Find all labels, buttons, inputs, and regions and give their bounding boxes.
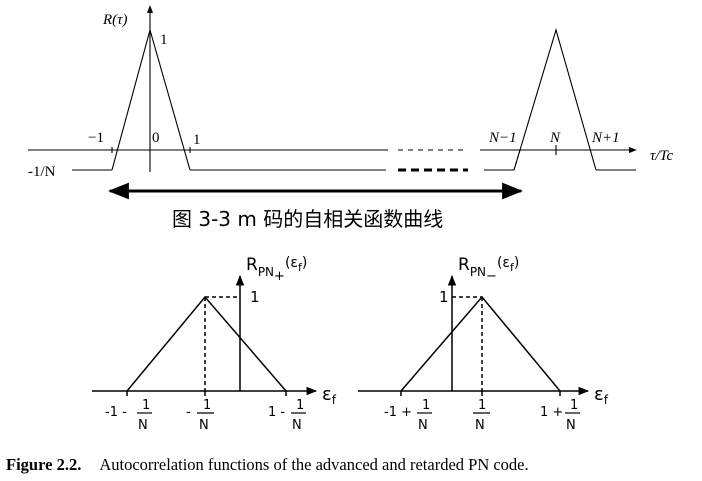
left-tick-label-mid: - 1 N — [186, 398, 214, 433]
svg-text:N: N — [566, 418, 576, 433]
figure-caption-text: Autocorrelation functions of the advance… — [99, 455, 528, 474]
right-tick-label-right: 1 + 1 N — [540, 398, 580, 433]
top-autocorrelation-diagram — [28, 5, 637, 200]
right-triangle — [400, 295, 561, 392]
top-y-axis-label: R(τ) — [102, 12, 128, 28]
top-x-axis-label: τ/Tc — [650, 148, 674, 164]
right-x-axis-label: εf — [594, 384, 609, 407]
svg-text:1 +: 1 + — [540, 405, 563, 420]
svg-text:1: 1 — [570, 398, 578, 413]
svg-text:N: N — [418, 418, 428, 433]
right-peak-label: 1 — [439, 288, 449, 306]
top-tick-label-n-minus-1: N−1 — [488, 130, 517, 146]
left-peak-label: 1 — [250, 288, 260, 306]
top-peak-label: 1 — [160, 32, 168, 48]
top-central-triangle — [111, 27, 191, 171]
left-tick-label-left: -1 - 1 N — [105, 398, 152, 433]
svg-text:N: N — [199, 418, 209, 433]
top-tick-label-one: 1 — [193, 132, 201, 148]
top-tick-label-n-plus-1: N+1 — [591, 130, 620, 146]
top-tick-label-neg-one: −1 — [88, 130, 104, 146]
svg-text:-1 +: -1 + — [384, 405, 412, 420]
svg-text:1: 1 — [296, 398, 304, 413]
figure-caption-label: Figure 2.2. — [6, 455, 81, 474]
top-right-triangle — [513, 28, 597, 171]
svg-text:-1 -: -1 - — [105, 405, 127, 420]
svg-text:1: 1 — [142, 398, 150, 413]
svg-text:N: N — [138, 418, 148, 433]
retarded-pn-diagram — [358, 274, 590, 396]
svg-text:-: - — [186, 405, 191, 420]
svg-text:N: N — [475, 418, 485, 433]
left-x-axis-label: εf — [322, 384, 337, 407]
svg-text:1: 1 — [422, 398, 430, 413]
svg-text:1: 1 — [203, 398, 211, 413]
figure-caption: Figure 2.2. Autocorrelation functions of … — [6, 455, 529, 474]
left-tick-label-right: 1 - 1 N — [268, 398, 306, 433]
advanced-pn-diagram — [92, 274, 318, 396]
chinese-caption: 图 3-3 m 码的自相关函数曲线 — [172, 207, 443, 231]
top-tick-label-zero: 0 — [152, 130, 160, 146]
right-y-axis-label: RPN−(εf) — [458, 255, 519, 284]
left-y-axis-label: RPN+(εf) — [246, 255, 307, 284]
right-tick-label-left: -1 + 1 N — [384, 398, 432, 433]
top-floor-label: -1/N — [28, 164, 56, 180]
svg-text:1 -: 1 - — [268, 405, 285, 420]
right-tick-label-mid: 1 N — [473, 398, 490, 433]
top-tick-label-n: N — [549, 130, 561, 146]
svg-text:1: 1 — [478, 398, 486, 413]
left-triangle — [126, 295, 287, 392]
svg-text:N: N — [292, 418, 302, 433]
